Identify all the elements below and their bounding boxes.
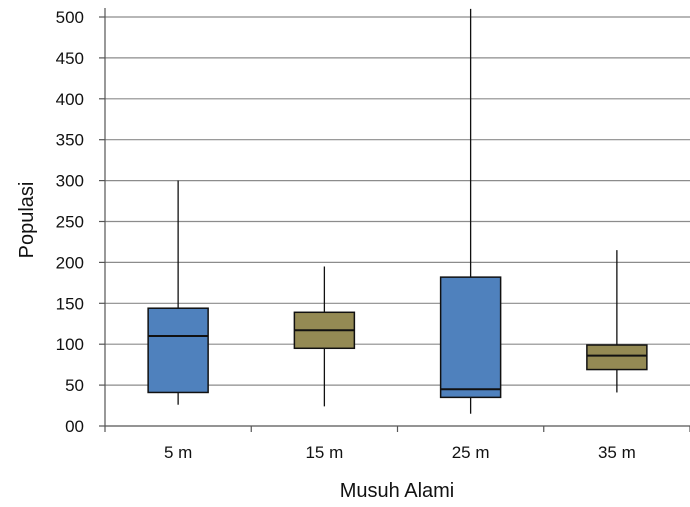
box-25m — [439, 8, 502, 414]
y-tick-label: 50 — [65, 376, 84, 395]
box-body — [147, 307, 209, 394]
box-series — [147, 8, 648, 414]
y-tick-label: 450 — [56, 49, 84, 68]
y-axis-ticks: 00 50 100 150 200 250 300 350 400 450 500 — [56, 8, 105, 436]
x-axis-ticks: 5 m 15 m 25 m 35 m — [104, 426, 690, 462]
x-tick-label: 35 m — [598, 443, 636, 462]
y-tick-label: 350 — [56, 131, 84, 150]
x-tick-label: 15 m — [305, 443, 343, 462]
box-5m — [147, 180, 209, 405]
box-15m — [293, 266, 356, 407]
y-tick-label: 250 — [56, 213, 84, 232]
box-body — [586, 344, 648, 371]
x-tick-label: 5 m — [164, 443, 192, 462]
y-tick-label: 500 — [56, 8, 84, 27]
y-tick-label: 400 — [56, 90, 84, 109]
y-axis-title: Populasi — [16, 182, 38, 259]
y-tick-label: 150 — [56, 294, 84, 313]
y-tick-label: 00 — [65, 417, 84, 436]
y-tick-label: 300 — [56, 172, 84, 191]
x-axis-title: Musuh Alami — [340, 480, 455, 502]
box-body — [439, 276, 502, 399]
y-tick-label: 100 — [56, 335, 84, 354]
box-35m — [586, 250, 648, 393]
x-tick-label: 25 m — [452, 443, 490, 462]
y-tick-label: 200 — [56, 253, 84, 272]
